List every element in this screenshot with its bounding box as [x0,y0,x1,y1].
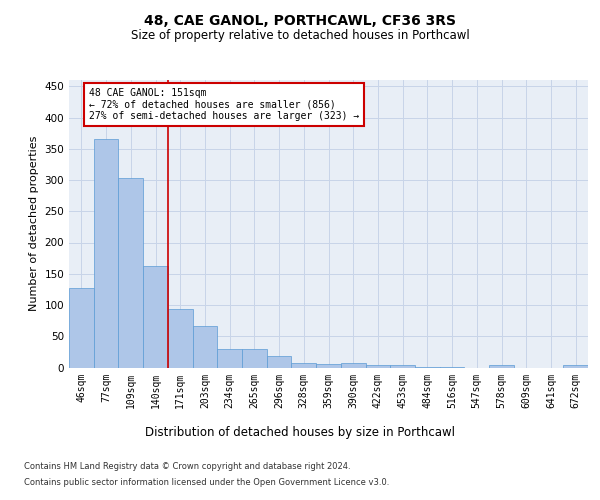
Bar [94,140,118,368]
Text: 48 CAE GANOL: 151sqm
← 72% of detached houses are smaller (856)
27% of semi-deta: 48 CAE GANOL: 151sqm ← 72% of detached h… [89,88,359,120]
Bar [316,364,341,368]
Text: Contains public sector information licensed under the Open Government Licence v3: Contains public sector information licen… [24,478,389,487]
Bar [69,288,94,368]
Bar [267,356,292,368]
Bar [143,266,168,368]
Text: Distribution of detached houses by size in Porthcawl: Distribution of detached houses by size … [145,426,455,439]
Bar [118,178,143,368]
Bar [292,362,316,368]
Bar [390,365,415,368]
Y-axis label: Number of detached properties: Number of detached properties [29,136,39,312]
Bar [217,349,242,368]
Bar [440,367,464,368]
Text: Size of property relative to detached houses in Porthcawl: Size of property relative to detached ho… [131,28,469,42]
Bar [365,365,390,368]
Bar [193,326,217,368]
Bar [415,367,440,368]
Bar [341,362,365,368]
Bar [563,365,588,368]
Bar [489,365,514,368]
Bar [242,349,267,368]
Bar [168,310,193,368]
Text: Contains HM Land Registry data © Crown copyright and database right 2024.: Contains HM Land Registry data © Crown c… [24,462,350,471]
Text: 48, CAE GANOL, PORTHCAWL, CF36 3RS: 48, CAE GANOL, PORTHCAWL, CF36 3RS [144,14,456,28]
